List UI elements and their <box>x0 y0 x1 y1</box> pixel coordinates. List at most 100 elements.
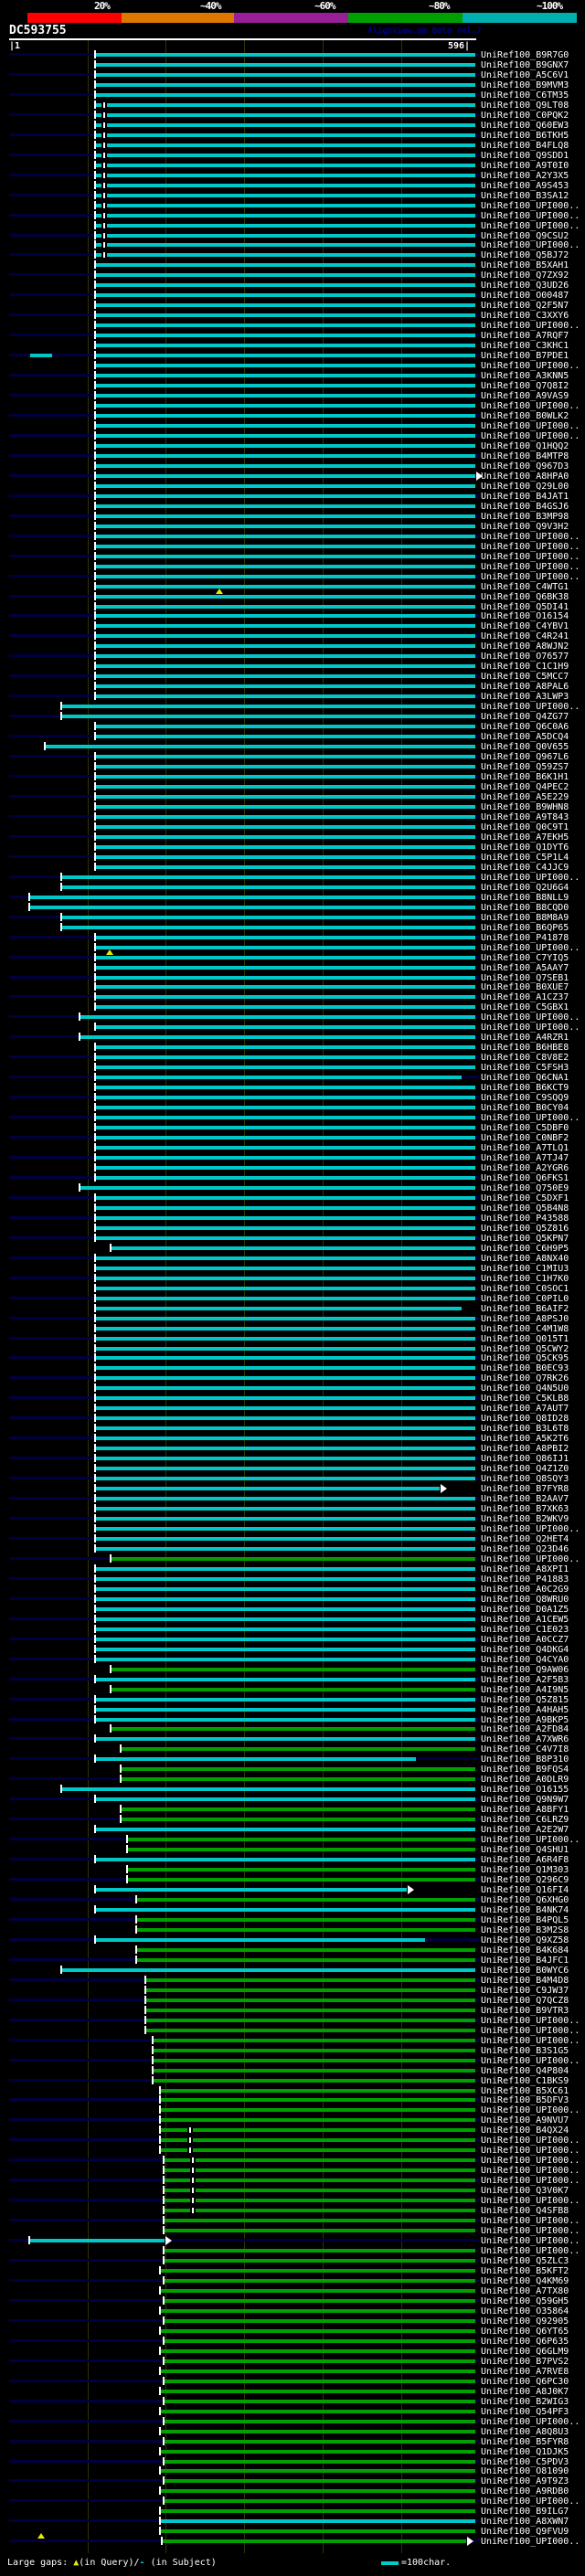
hit-label[interactable]: UniRef100_UPI000.. <box>481 1113 580 1123</box>
hit-label[interactable]: UniRef100_C3KHC1 <box>481 341 569 351</box>
alignment-bar[interactable] <box>96 194 475 197</box>
alignment-bar[interactable] <box>96 735 475 738</box>
alignment-bar[interactable] <box>96 966 475 970</box>
alignment-bar[interactable] <box>62 875 475 879</box>
hit-label[interactable]: UniRef100_Q5CWY2 <box>481 1344 569 1354</box>
hit-label[interactable]: UniRef100_B9MVM3 <box>481 80 569 90</box>
alignment-bar[interactable] <box>165 2178 475 2182</box>
hit-label[interactable]: UniRef100_C1MIU3 <box>481 1264 569 1274</box>
hit-label[interactable]: UniRef100_Q4SHU1 <box>481 1845 569 1855</box>
hit-label[interactable]: UniRef100_B6TKH5 <box>481 131 569 141</box>
alignment-bar[interactable] <box>96 444 475 448</box>
alignment-bar[interactable] <box>96 1908 475 1912</box>
hit-label[interactable]: UniRef100_A6R4F8 <box>481 1855 569 1865</box>
alignment-bar[interactable] <box>96 323 475 327</box>
alignment-bar[interactable] <box>62 715 475 718</box>
alignment-bar[interactable] <box>165 2460 475 2464</box>
alignment-bar[interactable] <box>96 1317 475 1320</box>
hit-label[interactable]: UniRef100_C4V7I8 <box>481 1744 569 1754</box>
alignment-bar[interactable] <box>161 2089 475 2093</box>
hit-label[interactable]: UniRef100_A8PAL6 <box>481 682 569 692</box>
hit-label[interactable]: UniRef100_Q86IJ1 <box>481 1454 569 1464</box>
hit-label[interactable]: UniRef100_C1E023 <box>481 1625 569 1635</box>
hit-label[interactable]: UniRef100_B4K684 <box>481 1945 569 1956</box>
alignment-bar[interactable] <box>96 1597 475 1601</box>
hit-label[interactable]: UniRef100_UPI000.. <box>481 2226 580 2236</box>
alignment-bar[interactable] <box>161 2098 475 2102</box>
alignment-bar[interactable] <box>96 565 475 568</box>
alignment-bar[interactable] <box>96 595 475 599</box>
alignment-bar[interactable] <box>96 1277 475 1280</box>
alignment-bar[interactable] <box>96 946 475 949</box>
hit-label[interactable]: UniRef100_B7FYR8 <box>481 1484 569 1494</box>
hit-label[interactable]: UniRef100_C5MCC7 <box>481 672 569 682</box>
alignment-bar[interactable] <box>96 725 475 728</box>
alignment-bar[interactable] <box>96 795 475 799</box>
alignment-bar[interactable] <box>96 1567 475 1571</box>
alignment-bar[interactable] <box>96 113 475 117</box>
alignment-bar[interactable] <box>96 1627 475 1631</box>
hit-label[interactable]: UniRef100_Q6P635 <box>481 2337 569 2347</box>
alignment-bar[interactable] <box>96 1737 475 1741</box>
hit-label[interactable]: UniRef100_A2YGR6 <box>481 1163 569 1173</box>
alignment-bar[interactable] <box>161 2469 475 2473</box>
alignment-bar[interactable] <box>96 1587 475 1591</box>
alignment-bar[interactable] <box>165 2380 475 2383</box>
hit-label[interactable]: UniRef100_B8M8A9 <box>481 913 569 923</box>
hit-label[interactable]: UniRef100_C6H9P5 <box>481 1244 569 1254</box>
alignment-bar[interactable] <box>96 1156 475 1160</box>
hit-label[interactable]: UniRef100_UPI000.. <box>481 562 580 572</box>
alignment-bar[interactable] <box>30 896 475 899</box>
hit-label[interactable]: UniRef100_B5XAH1 <box>481 260 569 270</box>
hit-label[interactable]: UniRef100_O16154 <box>481 611 569 621</box>
alignment-bar[interactable] <box>96 694 475 698</box>
hit-label[interactable]: UniRef100_Q5ZLC3 <box>481 2256 569 2266</box>
alignment-bar[interactable] <box>112 1727 475 1731</box>
hit-label[interactable]: UniRef100_Q6FKS1 <box>481 1173 569 1183</box>
alignment-bar[interactable] <box>96 1136 475 1140</box>
hit-label[interactable]: UniRef100_B4JFC1 <box>481 1956 569 1966</box>
alignment-bar[interactable] <box>96 293 475 297</box>
alignment-bar[interactable] <box>96 835 475 839</box>
hit-label[interactable]: UniRef100_Q1DJK5 <box>481 2447 569 2457</box>
hit-label[interactable]: UniRef100_A8J0K7 <box>481 2387 569 2397</box>
hit-label[interactable]: UniRef100_UPI000.. <box>481 201 580 211</box>
hit-label[interactable]: UniRef100_Q23D46 <box>481 1544 569 1554</box>
alignment-bar[interactable] <box>96 1216 475 1220</box>
hit-label[interactable]: UniRef100_UPI000.. <box>481 2537 580 2547</box>
alignment-bar[interactable] <box>80 1015 475 1019</box>
hit-label[interactable]: UniRef100_A7RQF7 <box>481 331 569 341</box>
alignment-bar[interactable] <box>30 2239 165 2242</box>
alignment-bar[interactable] <box>96 214 475 217</box>
hit-label[interactable]: UniRef100_P41878 <box>481 933 569 943</box>
hit-label[interactable]: UniRef100_A2FD84 <box>481 1724 569 1734</box>
alignment-bar[interactable] <box>62 916 475 919</box>
alignment-bar[interactable] <box>96 1938 425 1942</box>
hit-label[interactable]: UniRef100_B9WHN8 <box>481 802 569 812</box>
alignment-bar[interactable] <box>96 684 475 688</box>
hit-label[interactable]: UniRef100_Q967L6 <box>481 752 569 762</box>
hit-label[interactable]: UniRef100_A2Y3X5 <box>481 171 569 181</box>
alignment-bar[interactable] <box>96 1096 475 1099</box>
hit-label[interactable]: UniRef100_A5DCQ4 <box>481 732 569 742</box>
alignment-bar[interactable] <box>165 2299 475 2303</box>
alignment-bar[interactable] <box>96 243 475 247</box>
alignment-bar[interactable] <box>96 133 475 137</box>
alignment-bar[interactable] <box>96 825 475 829</box>
alignment-bar[interactable] <box>96 494 475 498</box>
hit-label[interactable]: UniRef100_Q5Z815 <box>481 1695 569 1705</box>
alignment-bar[interactable] <box>96 805 475 809</box>
hit-label[interactable]: UniRef100_Q6BK38 <box>481 592 569 602</box>
alignment-bar[interactable] <box>165 2259 475 2263</box>
hit-label[interactable]: UniRef100_B4PQL5 <box>481 1915 569 1925</box>
alignment-bar[interactable] <box>96 63 475 67</box>
hit-label[interactable]: UniRef100_UPI000.. <box>481 431 580 441</box>
hit-label[interactable]: UniRef100_Q8ID28 <box>481 1414 569 1424</box>
alignment-bar[interactable] <box>96 865 475 869</box>
alignment-bar[interactable] <box>96 1206 475 1210</box>
alignment-bar[interactable] <box>96 1888 407 1892</box>
hit-label[interactable]: UniRef100_Q0C9T1 <box>481 822 569 832</box>
hit-label[interactable]: UniRef100_B5XC61 <box>481 2086 569 2096</box>
alignment-bar[interactable] <box>96 634 475 638</box>
alignment-bar[interactable] <box>112 1688 475 1691</box>
